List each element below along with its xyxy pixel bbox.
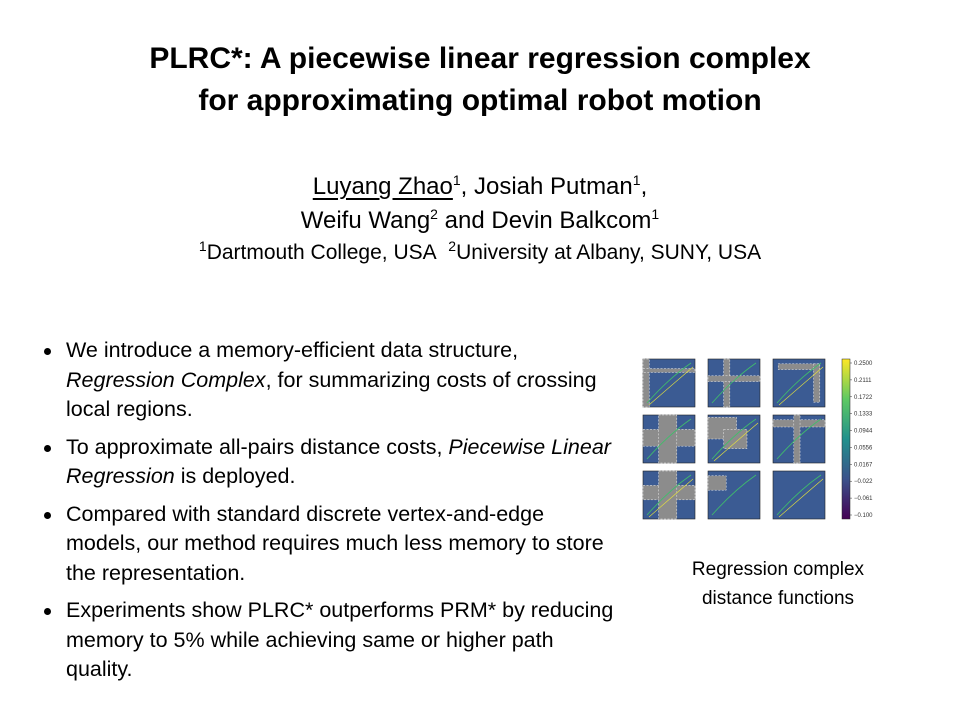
colorbar-tick-label: 0.0944 — [854, 429, 873, 435]
obstacle-region — [707, 475, 727, 491]
bullet-dot-icon — [44, 608, 51, 615]
plot-panel — [642, 358, 696, 408]
author-devin-balkcom: Devin Balkcom — [491, 207, 652, 234]
author-conjunction: and — [437, 207, 492, 234]
slide-title: PLRC*: A piecewise linear regression com… — [0, 38, 960, 122]
contour-line — [776, 474, 822, 516]
bullet-list: We introduce a memory-efficient data str… — [42, 336, 622, 693]
colorbar-tick-label: 0.2500 — [854, 361, 873, 367]
author-separator: , — [640, 173, 648, 200]
regression-complex-figure: 0.2500 0.2111 0.1722 0.1333 0.0944 0.0556 0.01… — [635, 356, 905, 528]
contour-line — [646, 362, 692, 404]
colorbar-tick-label: 0.0556 — [854, 445, 873, 451]
plot-panel — [772, 470, 826, 520]
obstacle-region — [642, 368, 696, 373]
author-block: Luyang Zhao1, Josiah Putman1, Weifu Wang… — [0, 170, 960, 268]
obstacle-region — [813, 363, 821, 403]
caption-line-2: distance functions — [701, 588, 855, 609]
obstacle-region — [658, 414, 678, 464]
contour-line — [648, 366, 694, 406]
author-weifu-wang: Weifu Wang — [300, 207, 431, 234]
contour-line — [646, 418, 692, 460]
contour-line — [778, 366, 824, 406]
affil-2-marker: 2 — [448, 238, 457, 254]
contour-line — [648, 478, 694, 518]
affiliations: 1Dartmouth College, USA 2University at A… — [0, 238, 960, 268]
author-luyang-zhao: Luyang Zhao — [312, 173, 453, 200]
bullet-text: To approximate all-pairs distance costs, — [66, 434, 449, 459]
colorbar-tick-label: 0.1333 — [854, 412, 873, 418]
obstacle-region — [777, 363, 821, 370]
bullet-dot-icon — [44, 348, 51, 355]
affil-1-marker: 1 — [198, 238, 207, 254]
bullet-emphasis: Piecewise Linear Regression — [66, 434, 611, 489]
title-line-1: PLRC*: A piecewise linear regression com… — [149, 42, 811, 75]
affil-albany: University at Albany, SUNY, USA — [456, 241, 762, 264]
bullet-item: Compared with standard discrete vertex-a… — [42, 500, 622, 589]
caption-line-1: Regression complex — [691, 559, 865, 580]
bullet-item: Experiments show PLRC* outperforms PRM* … — [42, 596, 622, 685]
obstacle-region — [642, 358, 650, 408]
bullet-item: We introduce a memory-efficient data str… — [42, 336, 622, 425]
author-3-affil: 2 — [430, 206, 438, 222]
bullet-text: Compared with standard discrete vertex-a… — [66, 501, 604, 585]
colorbar-tick-label: −0.100 — [854, 513, 873, 519]
author-1-affil: 1 — [452, 172, 461, 188]
author-josiah-putman: Josiah Putman — [474, 173, 633, 200]
colorbar-tick-label: −0.061 — [854, 496, 873, 502]
bullet-text: is deployed. — [174, 464, 296, 488]
colorbar — [841, 358, 851, 520]
author-separator: , — [460, 173, 474, 200]
title-line-2: for approximating optimal robot motion — [198, 84, 762, 117]
author-4-affil: 1 — [651, 206, 660, 222]
contour-line — [776, 362, 822, 404]
bullet-dot-icon — [44, 444, 51, 452]
bullet-text: Experiments show PLRC* outperforms PRM* … — [66, 598, 614, 681]
colorbar-tick-label: −0.022 — [854, 479, 873, 485]
contour-line — [778, 478, 824, 518]
contour-line — [711, 362, 757, 404]
contour-line — [711, 418, 757, 460]
obstacle-region — [723, 429, 748, 449]
figure-caption: Regression complex distance functions — [640, 555, 916, 613]
bullet-text: We introduce a memory-efficient data str… — [66, 338, 519, 362]
obstacle-region — [707, 375, 761, 382]
contour-line — [713, 422, 759, 462]
obstacle-region — [723, 358, 731, 408]
contour-line — [776, 418, 822, 460]
distance-function-plots: 0.2500 0.2111 0.1722 0.1333 0.0944 0.0556 0.01… — [642, 358, 873, 520]
contour-line — [711, 474, 757, 516]
plot-panel — [707, 358, 761, 408]
bullet-dot-icon — [44, 511, 51, 519]
colorbar-tick-label: 0.1722 — [854, 395, 873, 401]
authors-line-2: Weifu Wang2 and Devin Balkcom1 — [0, 204, 960, 238]
colorbar-tick-label: 0.0167 — [854, 462, 873, 468]
author-2-affil: 1 — [632, 172, 641, 188]
bullet-emphasis: Regression Complex — [66, 367, 266, 392]
bullet-item: To approximate all-pairs distance costs,… — [42, 433, 622, 492]
authors-line-1: Luyang Zhao1, Josiah Putman1, — [0, 170, 960, 204]
obstacle-region — [658, 470, 678, 520]
affil-dartmouth: Dartmouth College, USA — [206, 241, 437, 264]
contour-line — [646, 474, 692, 516]
colorbar-tick-label: 0.2111 — [854, 378, 872, 384]
bullet-text: , for summarizing costs of crossing loca… — [66, 367, 597, 422]
